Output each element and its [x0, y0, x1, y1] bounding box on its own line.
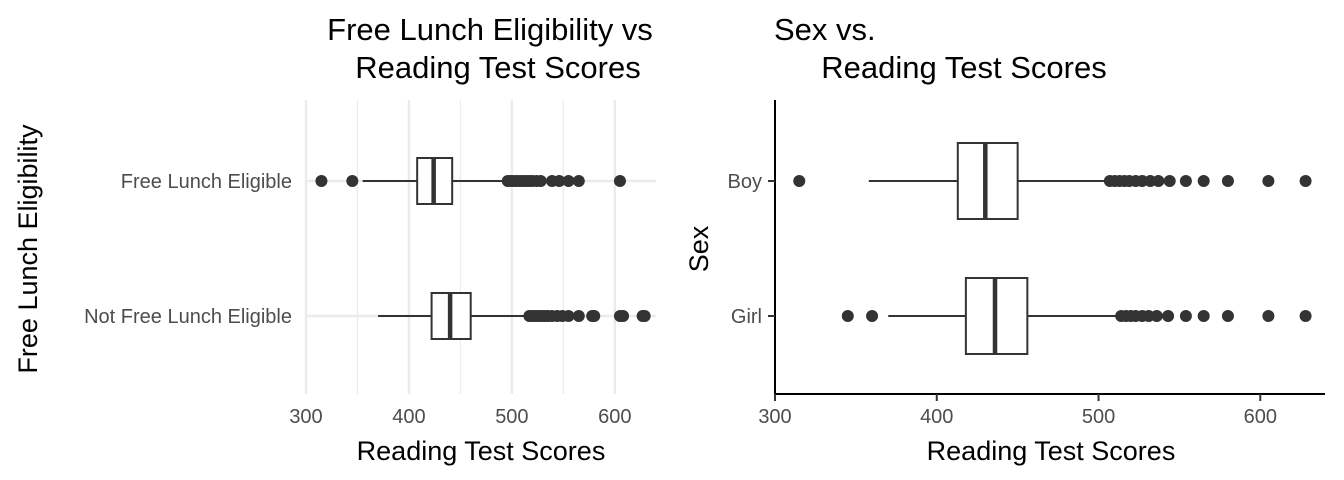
boxplots: [793, 142, 1312, 355]
x-tick-labels: 300 400 500 600: [289, 406, 631, 428]
outlier-point: [572, 175, 585, 187]
outlier-point: [1179, 175, 1192, 187]
outlier-point: [638, 310, 651, 322]
outlier-point: [613, 175, 626, 187]
chart-title-line-2: Reading Test Scores: [355, 50, 640, 85]
outlier-point: [1262, 175, 1275, 187]
boxplots: [315, 157, 651, 340]
outlier-point: [1197, 175, 1210, 187]
y-tick-label: Girl: [731, 306, 762, 328]
outlier-point: [562, 175, 575, 187]
outlier-point: [572, 310, 585, 322]
y-tick-label: Not Free Lunch Eligible: [84, 306, 292, 328]
x-tick-label: 500: [1082, 406, 1115, 428]
outlier-point: [346, 175, 359, 187]
outlier-point: [315, 175, 328, 187]
y-axis-title: Free Lunch Eligibility: [13, 124, 43, 374]
x-tick-label: 600: [1244, 406, 1277, 428]
outlier-point: [1197, 310, 1210, 322]
outlier-point: [1179, 310, 1192, 322]
title-clip: [672, 0, 772, 50]
outlier-point: [1163, 175, 1176, 187]
chart-title-line-1: Free Lunch Eligibility vs: [327, 12, 653, 47]
chart-title-line-1: Sex vs.: [774, 12, 876, 47]
outlier-point: [553, 175, 566, 187]
y-tick-label: Boy: [728, 171, 762, 193]
y-tick-label: Free Lunch Eligible: [121, 171, 292, 193]
outlier-point: [562, 310, 575, 322]
panel-free-lunch: 300 400 500 600 Free Lunch Eligible Not Free…: [13, 12, 656, 466]
boxplot-boy: [793, 142, 1312, 220]
outlier-point: [841, 310, 854, 322]
outlier-point: [1299, 175, 1312, 187]
y-tick-labels: Free Lunch Eligible Not Free Lunch Eligib…: [84, 171, 292, 328]
boxplot-free-lunch-eligible: [315, 157, 626, 205]
outlier-point: [1262, 310, 1275, 322]
outlier-point: [617, 310, 630, 322]
x-tick-label: 300: [758, 406, 791, 428]
outlier-point: [793, 175, 806, 187]
outlier-point: [1150, 310, 1163, 322]
x-tick-label: 500: [495, 406, 528, 428]
outlier-point: [588, 310, 601, 322]
outlier-point: [1221, 175, 1234, 187]
panel-sex: 300 400 500 600 Boy Girl Sex vs. Reading Tes…: [684, 12, 1325, 466]
x-tick-label: 300: [289, 406, 322, 428]
outlier-point: [1162, 310, 1175, 322]
chart-title-line-2: Reading Test Scores: [821, 50, 1106, 85]
x-tick-labels: 300 400 500 600: [758, 394, 1277, 428]
y-tick-labels: Boy Girl: [728, 171, 775, 328]
grid: [304, 100, 656, 394]
y-axis-title: Sex: [684, 225, 714, 272]
x-axis-title: Reading Test Scores: [357, 436, 606, 466]
outlier-point: [1152, 175, 1165, 187]
box: [956, 142, 1019, 220]
x-tick-label: 400: [920, 406, 953, 428]
outlier-point: [1221, 310, 1234, 322]
x-axis-title: Reading Test Scores: [927, 436, 1176, 466]
x-tick-label: 600: [598, 406, 631, 428]
outlier-point: [534, 175, 547, 187]
boxplot-girl: [841, 277, 1312, 355]
outlier-point: [866, 310, 879, 322]
x-tick-label: 400: [392, 406, 425, 428]
boxplot-not-free-lunch-eligible: [378, 292, 651, 340]
outlier-point: [1299, 310, 1312, 322]
